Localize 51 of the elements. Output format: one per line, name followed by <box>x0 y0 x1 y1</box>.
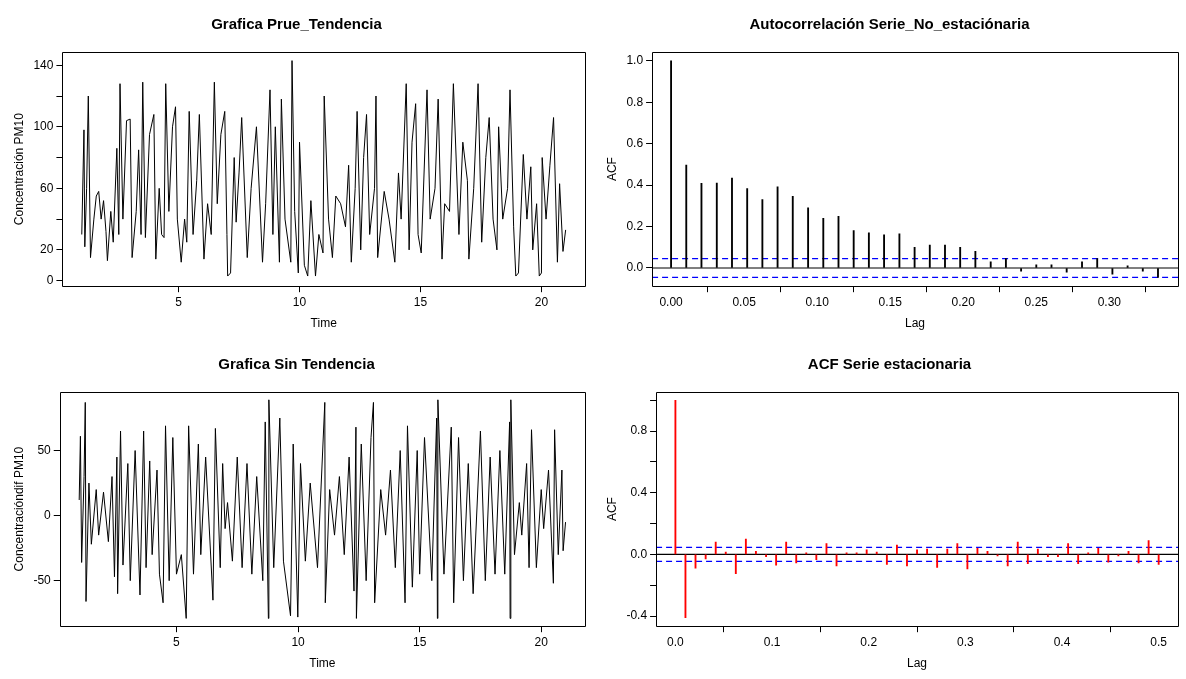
chart-title: Autocorrelación Serie_No_estaciónaria <box>749 15 1031 33</box>
y-tick-label: 0.4 <box>630 485 648 500</box>
y-tick-label: -0.4 <box>626 608 648 623</box>
x-tick-label: 0.10 <box>805 294 830 309</box>
y-tick-label: 0.0 <box>626 260 644 275</box>
y-tick-label: 0.0 <box>630 546 648 561</box>
x-tick-label: 0.5 <box>1150 634 1168 649</box>
x-tick-label: 10 <box>291 634 306 649</box>
x-tick-label: 15 <box>412 634 427 649</box>
x-tick-label: 0.25 <box>1024 294 1049 309</box>
y-tick-label: 100 <box>33 119 54 134</box>
y-tick-label: 20 <box>40 242 54 257</box>
y-tick-label: 140 <box>33 57 54 72</box>
y-tick-label: 0 <box>44 507 52 522</box>
chart-title: Grafica Prue_Tendencia <box>211 15 383 33</box>
y-axis-title: Concentracióndif PM10 <box>11 446 26 572</box>
y-tick-label: 0.6 <box>626 136 644 151</box>
chart-title: Grafica Sin Tendencia <box>218 355 376 373</box>
y-tick-label: 0.8 <box>630 423 648 438</box>
x-axis-title: Time <box>309 656 336 671</box>
y-tick-label: 0 <box>46 272 54 287</box>
y-axis-title: Concentración PM10 <box>11 112 26 226</box>
x-axis-title: Lag <box>905 316 926 331</box>
x-tick-label: 10 <box>292 294 307 309</box>
y-axis-title: ACF <box>604 157 619 182</box>
x-tick-label: 0.3 <box>957 634 975 649</box>
x-tick-label: 20 <box>534 634 549 649</box>
y-tick-label: 60 <box>40 180 54 195</box>
x-tick-label: 15 <box>413 294 428 309</box>
y-axis-title: ACF <box>604 497 619 522</box>
x-tick-label: 0.20 <box>951 294 976 309</box>
x-tick-label: 0.1 <box>763 634 781 649</box>
y-tick-label: 0.8 <box>626 94 644 109</box>
y-tick-label: 0.4 <box>626 177 644 192</box>
y-tick-label: -50 <box>33 572 52 587</box>
x-tick-label: 5 <box>175 294 183 309</box>
chart-title: ACF Serie estacionaria <box>807 355 972 373</box>
x-tick-label: 0.30 <box>1097 294 1122 309</box>
y-tick-label: 1.0 <box>626 53 644 68</box>
x-tick-label: 0.05 <box>732 294 757 309</box>
x-tick-label: 0.15 <box>878 294 903 309</box>
x-tick-label: 5 <box>173 634 181 649</box>
x-tick-label: 0.00 <box>659 294 684 309</box>
y-tick-label: 0.2 <box>626 218 644 233</box>
x-tick-label: 20 <box>534 294 549 309</box>
x-tick-label: 0.2 <box>860 634 878 649</box>
x-tick-label: 0.0 <box>667 634 685 649</box>
x-axis-title: Time <box>310 316 338 331</box>
x-axis-title: Lag <box>907 656 928 671</box>
y-tick-label: 50 <box>37 442 52 457</box>
x-tick-label: 0.4 <box>1053 634 1071 649</box>
